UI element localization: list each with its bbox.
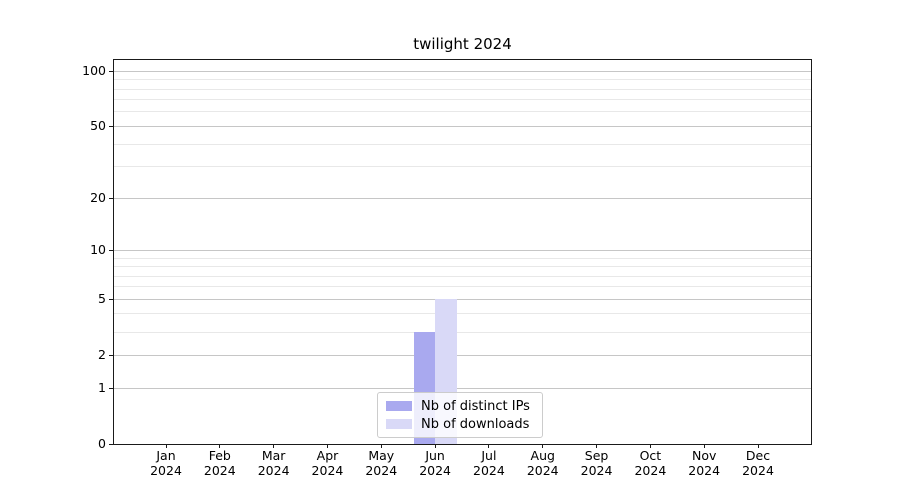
x-tick-mark	[326, 444, 328, 448]
x-tick-year: 2024	[688, 463, 721, 478]
x-tick-month: Jun	[425, 448, 445, 463]
x-tick-month: Apr	[316, 448, 339, 463]
x-tick-label: Feb 2024	[190, 448, 250, 478]
x-tick-mark	[488, 444, 490, 448]
x-tick-month: Feb	[208, 448, 231, 463]
legend-swatch	[386, 419, 412, 429]
x-tick-label: Sep 2024	[567, 448, 627, 478]
x-tick-month: Jul	[481, 448, 497, 463]
x-tick-label: May 2024	[351, 448, 411, 478]
y-tick-label: 50	[90, 118, 106, 134]
y-gridline-major	[114, 387, 811, 389]
x-tick-month: Aug	[530, 448, 555, 463]
y-gridline-minor	[114, 99, 811, 101]
x-tick-mark	[165, 444, 167, 448]
y-gridline-minor	[114, 313, 811, 315]
x-tick-label: Aug 2024	[513, 448, 573, 478]
plot-area: 0 1 2 5 10 20 50 100 Jan 2024 Feb 2024 Mar 2024 Apr 202…	[82, 59, 812, 478]
y-tick-mark	[109, 249, 114, 251]
y-tick-label: 5	[98, 291, 106, 307]
y-tick-mark	[109, 387, 114, 389]
y-gridline-major	[114, 70, 811, 72]
x-tick-year: 2024	[526, 463, 559, 478]
y-tick-label: 1	[98, 380, 106, 395]
x-tick-month: Mar	[261, 448, 286, 463]
x-tick-mark	[434, 444, 436, 448]
x-tick-year: 2024	[365, 463, 398, 478]
y-gridline-major	[114, 125, 811, 127]
legend-entry: Nb of downloads	[386, 417, 542, 432]
x-tick-year: 2024	[634, 463, 667, 478]
x-tick-mark	[380, 444, 382, 448]
x-tick-mark	[649, 444, 651, 448]
x-tick-year: 2024	[257, 463, 290, 478]
x-tick-label: Jun 2024	[405, 448, 465, 478]
x-tick-mark	[596, 444, 598, 448]
x-tick-year: 2024	[580, 463, 613, 478]
x-tick-year: 2024	[203, 463, 236, 478]
legend-label: Nb of distinct IPs	[421, 398, 530, 414]
x-tick-mark	[219, 444, 221, 448]
x-tick-label: Apr 2024	[297, 448, 357, 478]
y-tick-label: 100	[82, 63, 106, 79]
y-tick-mark	[109, 125, 114, 127]
y-gridline-minor	[114, 257, 811, 259]
y-tick-label: 10	[90, 242, 106, 258]
x-tick-mark	[542, 444, 544, 448]
legend-swatch	[386, 401, 412, 411]
legend-box: Nb of distinct IPs Nb of downloads	[377, 392, 543, 438]
y-gridline-major	[114, 354, 811, 356]
x-tick-label: Jan 2024	[136, 448, 196, 478]
y-gridline-minor	[114, 166, 811, 168]
chart-title: twilight 2024	[413, 35, 512, 53]
y-gridline-minor	[114, 111, 811, 113]
x-tick-year: 2024	[311, 463, 344, 478]
x-tick-mark	[757, 444, 759, 448]
y-tick-mark	[109, 70, 114, 72]
x-tick-label: Mar 2024	[244, 448, 304, 478]
x-tick-month: Oct	[639, 448, 662, 463]
y-gridline-minor	[114, 79, 811, 81]
y-tick-mark	[109, 197, 114, 199]
y-gridline-minor	[114, 275, 811, 277]
x-tick-year: 2024	[742, 463, 774, 478]
y-tick-mark	[109, 298, 114, 300]
x-tick-year: 2024	[150, 463, 182, 478]
legend-entry: Nb of distinct IPs	[386, 399, 542, 414]
plot-inner: 0 1 2 5 10 20 50 100 Jan 2024 Feb 2024 Mar 2024 Apr 202…	[82, 60, 811, 478]
x-tick-year: 2024	[419, 463, 451, 478]
legend-label: Nb of downloads	[421, 416, 530, 432]
x-tick-mark	[703, 444, 705, 448]
y-gridline-major	[114, 249, 811, 251]
y-gridline-minor	[114, 286, 811, 288]
y-tick-mark	[109, 354, 114, 356]
x-tick-month: Jan	[156, 448, 176, 463]
y-gridline-minor	[114, 143, 811, 145]
y-gridline-minor	[114, 331, 811, 333]
y-tick-label: 20	[90, 190, 106, 206]
y-gridline-minor	[114, 88, 811, 90]
x-tick-month: Nov	[691, 448, 717, 463]
x-tick-month: Sep	[584, 448, 609, 463]
x-tick-mark	[273, 444, 275, 448]
x-tick-label: Oct 2024	[620, 448, 680, 478]
y-gridline-major	[114, 298, 811, 300]
y-tick-label: 0	[98, 436, 106, 451]
y-gridline-major	[114, 197, 811, 199]
x-tick-label: Dec 2024	[728, 448, 788, 478]
x-tick-month: May	[368, 448, 395, 463]
x-tick-label: Nov 2024	[674, 448, 734, 478]
x-tick-year: 2024	[473, 463, 505, 478]
x-tick-month: Dec	[745, 448, 771, 463]
y-tick-mark	[109, 443, 114, 445]
y-tick-label: 2	[98, 347, 106, 363]
x-tick-label: Jul 2024	[459, 448, 519, 478]
y-gridline-minor	[114, 266, 811, 267]
